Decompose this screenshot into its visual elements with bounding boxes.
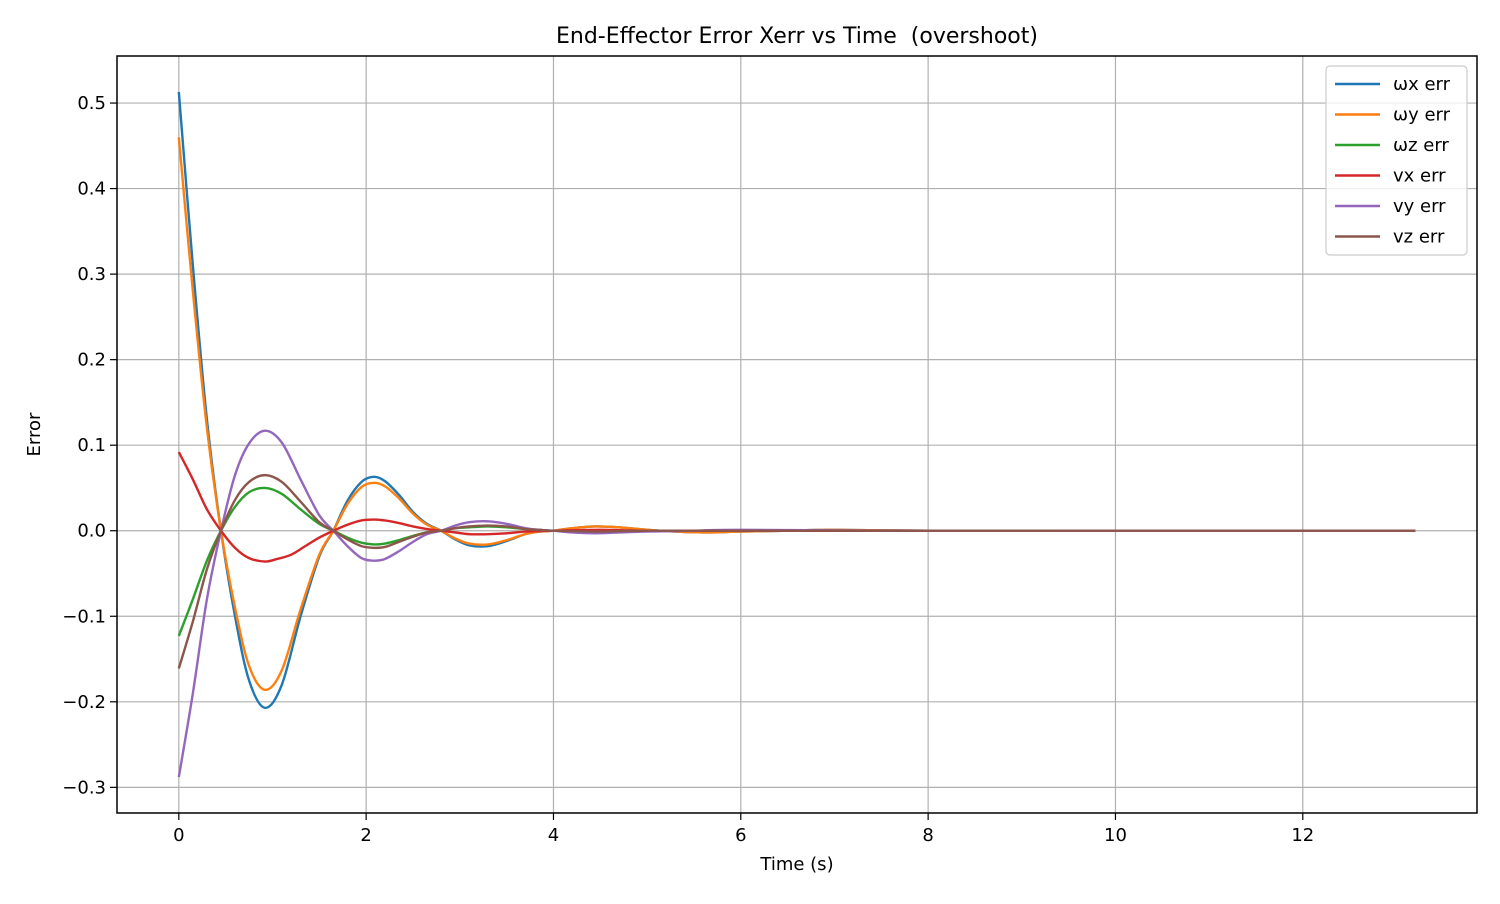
x-tick-label: 6 [735,825,746,846]
y-tick-label: 0.3 [77,264,106,285]
legend-entry-1: ωy err [1393,105,1451,126]
legend-entry-5: vz err [1393,227,1445,248]
grid [117,56,1477,813]
y-tick-label: 0.2 [77,350,106,371]
legend: ωx err ωy err ωz err vx err vy err vz err [1325,65,1468,256]
y-tick-label: −0.2 [62,692,106,713]
y-axis-label: Error [24,412,45,456]
y-axis-ticks: −0.3 −0.2 −0.1 0.0 0.1 0.2 0.3 0.4 0.5 [62,93,117,798]
legend-entry-2: ωz err [1393,135,1449,156]
x-tick-label: 4 [548,825,559,846]
x-tick-label: 10 [1104,825,1127,846]
y-tick-label: 0.0 [77,521,106,542]
x-tick-label: 12 [1291,825,1314,846]
plot-area-frame [116,55,1478,814]
series-layer [177,91,1416,778]
y-tick-label: 0.5 [77,93,106,114]
x-axis-label: Time (s) [759,854,833,875]
legend-box [1325,65,1468,256]
x-tick-label: 2 [360,825,371,846]
x-tick-label: 0 [173,825,184,846]
y-tick-label: 0.4 [77,179,106,200]
chart-title: End-Effector Error Xerr vs Time (oversho… [556,24,1038,49]
y-tick-label: −0.1 [62,606,106,627]
legend-entry-4: vy err [1393,196,1446,217]
x-tick-label: 8 [922,825,933,846]
series-line-5 [177,473,1416,669]
legend-entry-3: vx err [1393,166,1446,187]
y-tick-label: 0.1 [77,435,106,456]
legend-entry-0: ωx err [1393,74,1451,95]
y-tick-label: −0.3 [62,777,106,798]
x-axis-ticks: 0 2 4 6 8 10 12 [173,813,1314,846]
